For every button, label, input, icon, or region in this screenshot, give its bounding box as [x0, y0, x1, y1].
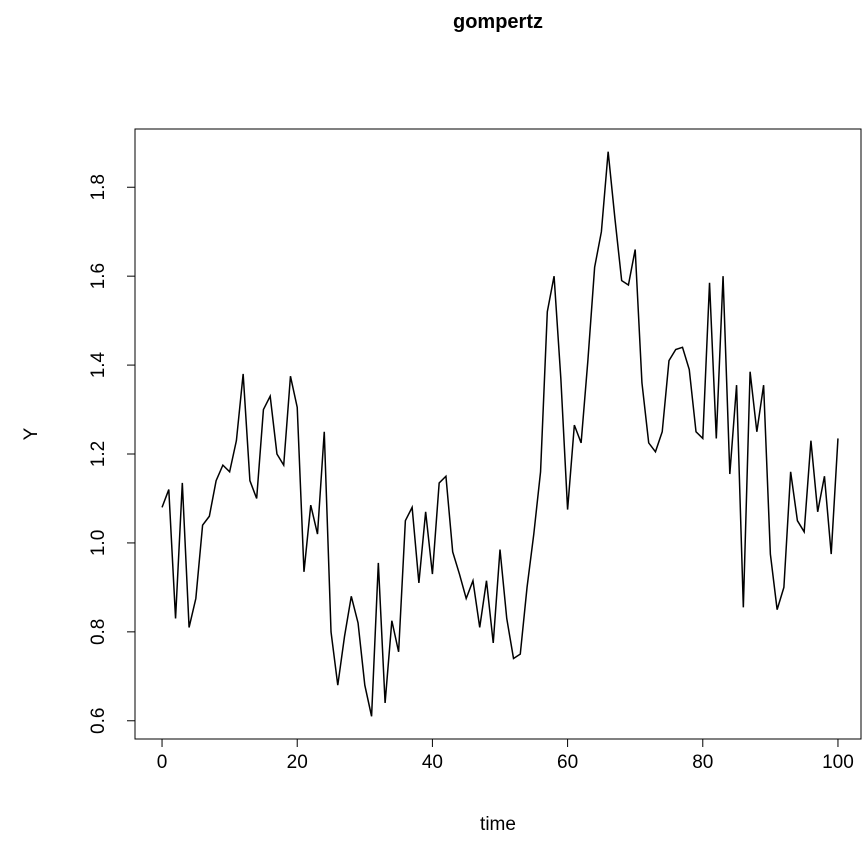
x-tick-label: 80 — [692, 752, 713, 773]
y-tick-label: 1.2 — [88, 441, 109, 467]
y-tick-label: 0.6 — [88, 708, 109, 734]
y-axis-title: Y — [21, 427, 42, 440]
x-tick-label: 40 — [422, 752, 443, 773]
x-axis-title: time — [480, 814, 516, 835]
y-tick-label: 1.4 — [88, 351, 109, 378]
x-tick-label: 0 — [157, 752, 168, 773]
y-tick-label: 1.6 — [88, 263, 109, 289]
x-tick-label: 20 — [287, 752, 308, 773]
y-tick-label: 1.0 — [88, 530, 109, 556]
y-tick-label: 1.8 — [88, 174, 109, 200]
x-tick-label: 60 — [557, 752, 578, 773]
y-tick-label: 0.8 — [88, 619, 109, 645]
chart-title: gompertz — [453, 11, 543, 33]
plot-box — [134, 128, 862, 740]
data-line — [161, 151, 839, 717]
x-tick-label: 100 — [822, 752, 854, 773]
